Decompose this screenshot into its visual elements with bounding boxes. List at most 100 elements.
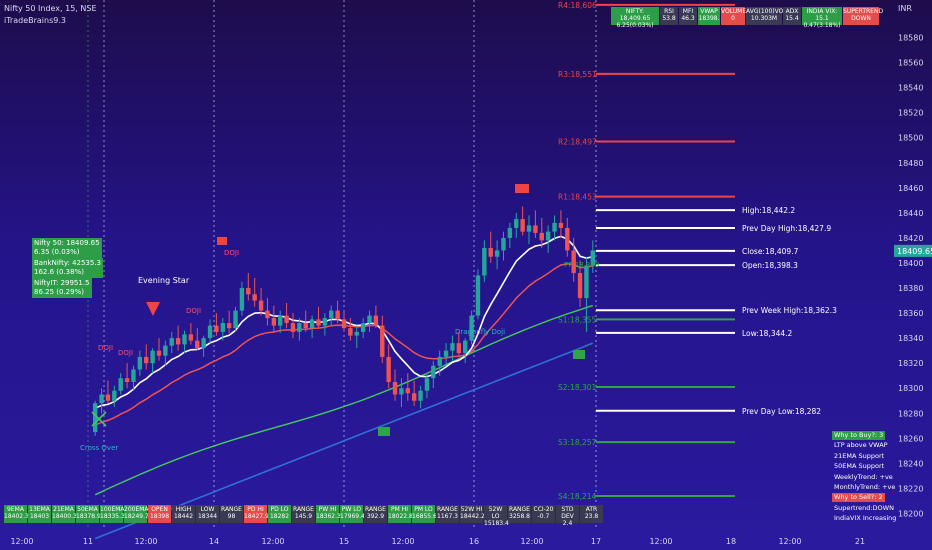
signal-item: 50EMA Support (834, 462, 885, 471)
top-table-value: 53.8 (662, 15, 676, 22)
candle-body (252, 294, 257, 301)
y-tick-label: 18380 (898, 284, 923, 293)
bottom-table-value: 18403 (29, 513, 50, 520)
top-table-value: 10.303M (750, 15, 778, 22)
candle-body (220, 323, 225, 332)
bottom-table-value: 392.9 (366, 513, 385, 520)
pivot-level-label: S3:18,257 (558, 438, 597, 447)
bottom-table-header: STD DEV (561, 506, 574, 520)
candle-body (584, 265, 589, 299)
bottom-table-value: 1167.3 (437, 513, 458, 520)
candle-body (92, 403, 98, 433)
bottom-table-header: 52W HI (460, 506, 483, 513)
top-table-header: ADX (785, 8, 799, 15)
top-table-value: DOWN (851, 15, 871, 22)
evening-star-marker (146, 302, 160, 316)
candle-body (290, 323, 296, 332)
top-table-cell: ADX 15.4 (783, 7, 801, 25)
candle-body (214, 325, 219, 332)
top-table-value: 0 (731, 15, 735, 22)
bottom-table-header: 50EMA (77, 506, 98, 513)
chart-title: Nifty 50 Index, 15, NSE (4, 4, 97, 13)
candle-body (175, 338, 181, 345)
bottom-table-header: PW LO (341, 506, 362, 513)
candle-body (233, 310, 238, 329)
top-table-cell: INDIA VIX: 15.1 0.47(3.18%) (802, 7, 842, 29)
x-tick-label: 12:00 (520, 537, 543, 546)
top-table-cell: VOLUME 0 (721, 7, 746, 25)
candle-body (545, 231, 551, 241)
currency-label: INR (898, 4, 912, 13)
candle-body (463, 340, 468, 354)
bottom-table-cell: 9EMA 18402.3 (4, 505, 29, 523)
bottom-table-cell: PW LO 17969.4 (340, 505, 365, 523)
candle-body (539, 232, 544, 241)
candle-body (501, 237, 506, 251)
candle-body (520, 219, 525, 232)
bottom-table-value: 18362.3 (316, 513, 341, 520)
reference-label: High:18,442.2 (742, 206, 795, 215)
candle-body (367, 315, 372, 324)
candle-body (278, 315, 283, 326)
y-tick-label: 18480 (898, 159, 923, 168)
x-tick-label: 15 (339, 537, 349, 546)
bottom-table-value: 15183.4 (484, 520, 509, 527)
y-tick-label: 18580 (898, 34, 923, 43)
candle-body (163, 345, 168, 356)
candle-body (137, 356, 143, 370)
candle-body (316, 319, 321, 326)
y-tick-label: 18400 (898, 259, 923, 268)
bottom-table-cell: OPEN 18398 (148, 505, 171, 523)
signal-item: Why to Buy?: 3 (832, 431, 886, 440)
top-table-value: 6.25(0.03%) (616, 22, 654, 29)
bottom-table-header: 13EMA (29, 506, 50, 513)
candle-body (105, 394, 111, 401)
chart-annotation: DOJI (118, 349, 133, 357)
candle-body (418, 390, 423, 401)
bottom-table-cell: PD HI 18427.9 (244, 505, 269, 523)
top-table-header: VWAP (700, 8, 718, 15)
banknifty-box: BankNifty: 42535.3 162.6 (0.38%) (32, 258, 104, 278)
bottom-table-header: RANGE (221, 506, 242, 513)
bottom-table-cell: HIGH 18442 (172, 505, 195, 523)
bottom-table-value: 98 (227, 513, 236, 520)
signal-item: WeeklyTrend: +ve (834, 472, 893, 481)
candle-body (169, 338, 174, 346)
bottom-table-header: ATR (585, 506, 598, 513)
candle-body (156, 350, 162, 356)
x-tick-label: 12:00 (778, 537, 801, 546)
bottom-table-cell: 52W LO 15183.4 (484, 505, 509, 527)
bottom-table-value: 16855.6 (412, 513, 437, 520)
candle-body (354, 331, 359, 336)
y-tick-label: 18500 (898, 134, 923, 143)
pivot-level-label: S2:18,301 (558, 383, 597, 392)
candle-body (124, 378, 130, 382)
candle-body (265, 310, 270, 319)
candle-body (533, 225, 538, 233)
candle-body (271, 318, 277, 326)
y-tick-label: 18280 (898, 409, 923, 418)
candle-body (201, 338, 206, 349)
x-tick-label: 18 (726, 537, 736, 546)
bottom-table-cell: 52W HI 18442.2 (460, 505, 485, 523)
bottom-table-cell: RANGE 145.9 (292, 505, 315, 523)
y-tick-label: 18260 (898, 434, 923, 443)
candle-body (399, 388, 404, 395)
signal-item: IndiaVIX Increasing (834, 514, 897, 523)
bottom-table-value: 18402.3 (4, 513, 29, 520)
candle-body (322, 318, 328, 326)
bottom-table-cell: LOW 18344 (196, 505, 219, 523)
candle-body (118, 378, 123, 391)
candle-body (335, 310, 340, 320)
bottom-table-header: 52W LO (488, 506, 503, 520)
top-table-header: INDIA VIX: 15.1 (806, 8, 838, 22)
y-tick-label: 18360 (898, 309, 923, 318)
candle-body (144, 356, 149, 364)
candle-body (309, 319, 315, 329)
bottom-table-header: PM LO (414, 506, 433, 513)
candle-body (443, 350, 449, 357)
bottom-table-value: 18022.8 (388, 513, 413, 520)
top-table-cell: SUPERTREND DOWN (843, 7, 883, 25)
bottom-table-value: 18442 (173, 513, 194, 520)
